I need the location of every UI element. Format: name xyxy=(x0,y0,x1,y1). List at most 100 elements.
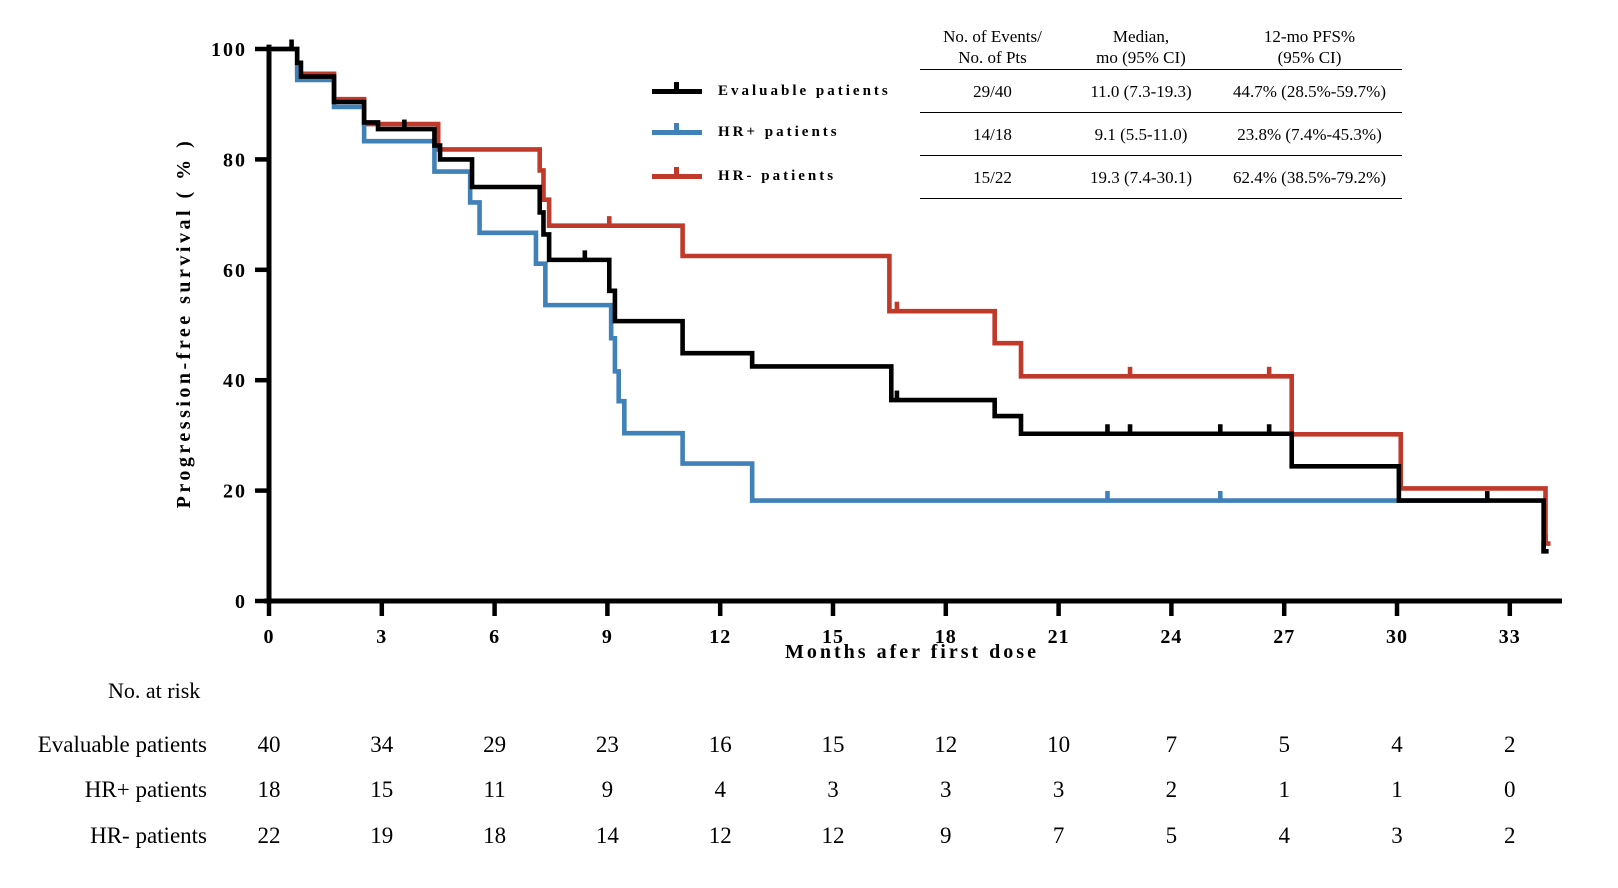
risk-count: 34 xyxy=(370,732,394,757)
censor-tick-icon xyxy=(674,81,679,94)
risk-count: 2 xyxy=(1504,823,1516,848)
hr-plus-line-swatch-icon xyxy=(652,122,702,135)
risk-table-title: No. at risk xyxy=(108,678,201,703)
median-value: 9.1 (5.5-11.0) xyxy=(1094,124,1188,144)
x-tick-label: 6 xyxy=(489,626,500,648)
risk-count: 12 xyxy=(708,823,732,848)
x-tick-label: 30 xyxy=(1386,626,1408,648)
censor-tick-icon xyxy=(674,166,679,179)
stats-row-hr-plus: 14/18 9.1 (5.5-11.0) 23.8% (7.4%-45.3%) xyxy=(920,113,1402,156)
x-tick-label: 27 xyxy=(1273,626,1295,648)
risk-count: 1 xyxy=(1278,777,1290,802)
risk-count: 18 xyxy=(257,777,281,802)
risk-count: 7 xyxy=(1052,823,1065,848)
stats-header-median: Median, mo (95% CI) xyxy=(1065,24,1217,69)
stats-row-evaluable: 29/40 11.0 (7.3-19.3) 44.7% (28.5%-59.7%… xyxy=(920,70,1402,113)
header-line: Median, xyxy=(1112,26,1170,46)
risk-count: 2 xyxy=(1504,732,1516,757)
risk-count: 3 xyxy=(1052,777,1065,802)
median-value: 11.0 (7.3-19.3) xyxy=(1090,81,1192,101)
y-tick-label: 100 xyxy=(211,39,247,61)
y-axis-title: Progression-free survival ( % ) xyxy=(173,138,195,509)
risk-count: 4 xyxy=(1278,823,1290,848)
risk-count: 22 xyxy=(257,823,281,848)
risk-count: 4 xyxy=(714,777,726,802)
stats-row-hr-minus: 15/22 19.3 (7.4-30.1) 62.4% (38.5%-79.2%… xyxy=(920,156,1402,199)
x-tick-label: 9 xyxy=(602,626,613,648)
risk-count: 2 xyxy=(1165,777,1178,802)
censor-mark xyxy=(1127,366,1133,379)
legend-label-evaluable: Evaluable patients xyxy=(718,82,891,99)
header-line: (95% CI) xyxy=(1277,47,1342,67)
header-line: mo (95% CI) xyxy=(1096,47,1186,67)
risk-count: 10 xyxy=(1047,732,1071,757)
legend-item-hr-minus: HR- patients xyxy=(652,165,836,187)
pfs-value: 23.8% (7.4%-45.3%) xyxy=(1237,124,1382,144)
series-line-hr-patients xyxy=(269,46,1488,503)
censor-mark xyxy=(1217,491,1223,503)
risk-count: 5 xyxy=(1165,823,1178,848)
censor-mark xyxy=(1484,491,1490,503)
censor-mark xyxy=(289,39,294,51)
y-tick-label: 80 xyxy=(223,149,247,171)
censor-mark xyxy=(1105,424,1110,436)
risk-row-label-hr-minus: HR- patients xyxy=(90,823,207,848)
legend-item-hr-plus: HR+ patients xyxy=(652,121,840,143)
y-tick-label: 60 xyxy=(223,260,247,282)
censor-mark xyxy=(1105,491,1110,503)
stats-header-events: No. of Events/ No. of Pts xyxy=(920,24,1065,69)
series-line-evaluable-patients xyxy=(269,46,1549,554)
x-tick-label: 33 xyxy=(1499,626,1521,648)
risk-count: 5 xyxy=(1278,732,1290,757)
x-tick-label: 24 xyxy=(1160,626,1182,648)
y-tick-label: 40 xyxy=(223,370,247,392)
risk-count: 0 xyxy=(1504,777,1516,802)
y-tick-label: 0 xyxy=(235,591,247,613)
risk-count: 16 xyxy=(708,732,732,757)
x-tick-label: 21 xyxy=(1048,626,1070,648)
stats-table-header: No. of Events/ No. of Pts Median, mo (95… xyxy=(920,24,1402,70)
risk-count: 29 xyxy=(483,732,507,757)
risk-count: 3 xyxy=(827,777,839,802)
risk-count: 23 xyxy=(595,732,619,757)
risk-count: 7 xyxy=(1165,732,1178,757)
censor-tick-icon xyxy=(674,122,679,135)
x-tick-label: 12 xyxy=(709,626,731,648)
risk-count: 15 xyxy=(821,732,845,757)
pfs-value: 44.7% (28.5%-59.7%) xyxy=(1233,81,1386,101)
hr-minus-line-swatch-icon xyxy=(652,166,702,179)
events-value: 14/18 xyxy=(973,124,1012,144)
x-tick-label: 18 xyxy=(935,626,957,648)
risk-row-label-evaluable: Evaluable patients xyxy=(37,732,207,757)
header-line: No. of Pts xyxy=(958,47,1027,67)
censor-mark xyxy=(606,216,612,228)
risk-count: 15 xyxy=(370,777,394,802)
risk-count: 4 xyxy=(1391,732,1403,757)
risk-count: 14 xyxy=(595,823,619,848)
risk-count: 12 xyxy=(934,732,958,757)
header-line: No. of Events/ xyxy=(943,26,1042,46)
censor-mark xyxy=(1127,424,1133,436)
stats-table: No. of Events/ No. of Pts Median, mo (95… xyxy=(920,24,1402,199)
events-value: 29/40 xyxy=(973,81,1012,101)
header-line: 12-mo PFS% xyxy=(1263,26,1356,46)
censor-mark xyxy=(1217,424,1223,436)
risk-count: 9 xyxy=(601,777,614,802)
legend-label-hr-plus: HR+ patients xyxy=(718,123,840,140)
y-tick-label: 20 xyxy=(223,481,247,503)
evaluable-line-swatch-icon xyxy=(652,81,702,94)
censor-mark xyxy=(894,301,900,314)
legend-item-evaluable: Evaluable patients xyxy=(652,80,891,102)
x-tick-label: 3 xyxy=(376,626,387,648)
censor-mark xyxy=(402,119,407,132)
risk-count: 40 xyxy=(257,732,281,757)
censor-mark xyxy=(582,250,588,262)
pfs-value: 62.4% (38.5%-79.2%) xyxy=(1233,167,1386,187)
censor-mark xyxy=(1541,541,1546,554)
risk-count: 19 xyxy=(370,823,394,848)
risk-count: 9 xyxy=(940,823,952,848)
risk-row-label-hr-plus: HR+ patients xyxy=(84,777,207,802)
stats-header-pfs: 12-mo PFS% (95% CI) xyxy=(1217,24,1402,69)
risk-count: 3 xyxy=(1391,823,1403,848)
